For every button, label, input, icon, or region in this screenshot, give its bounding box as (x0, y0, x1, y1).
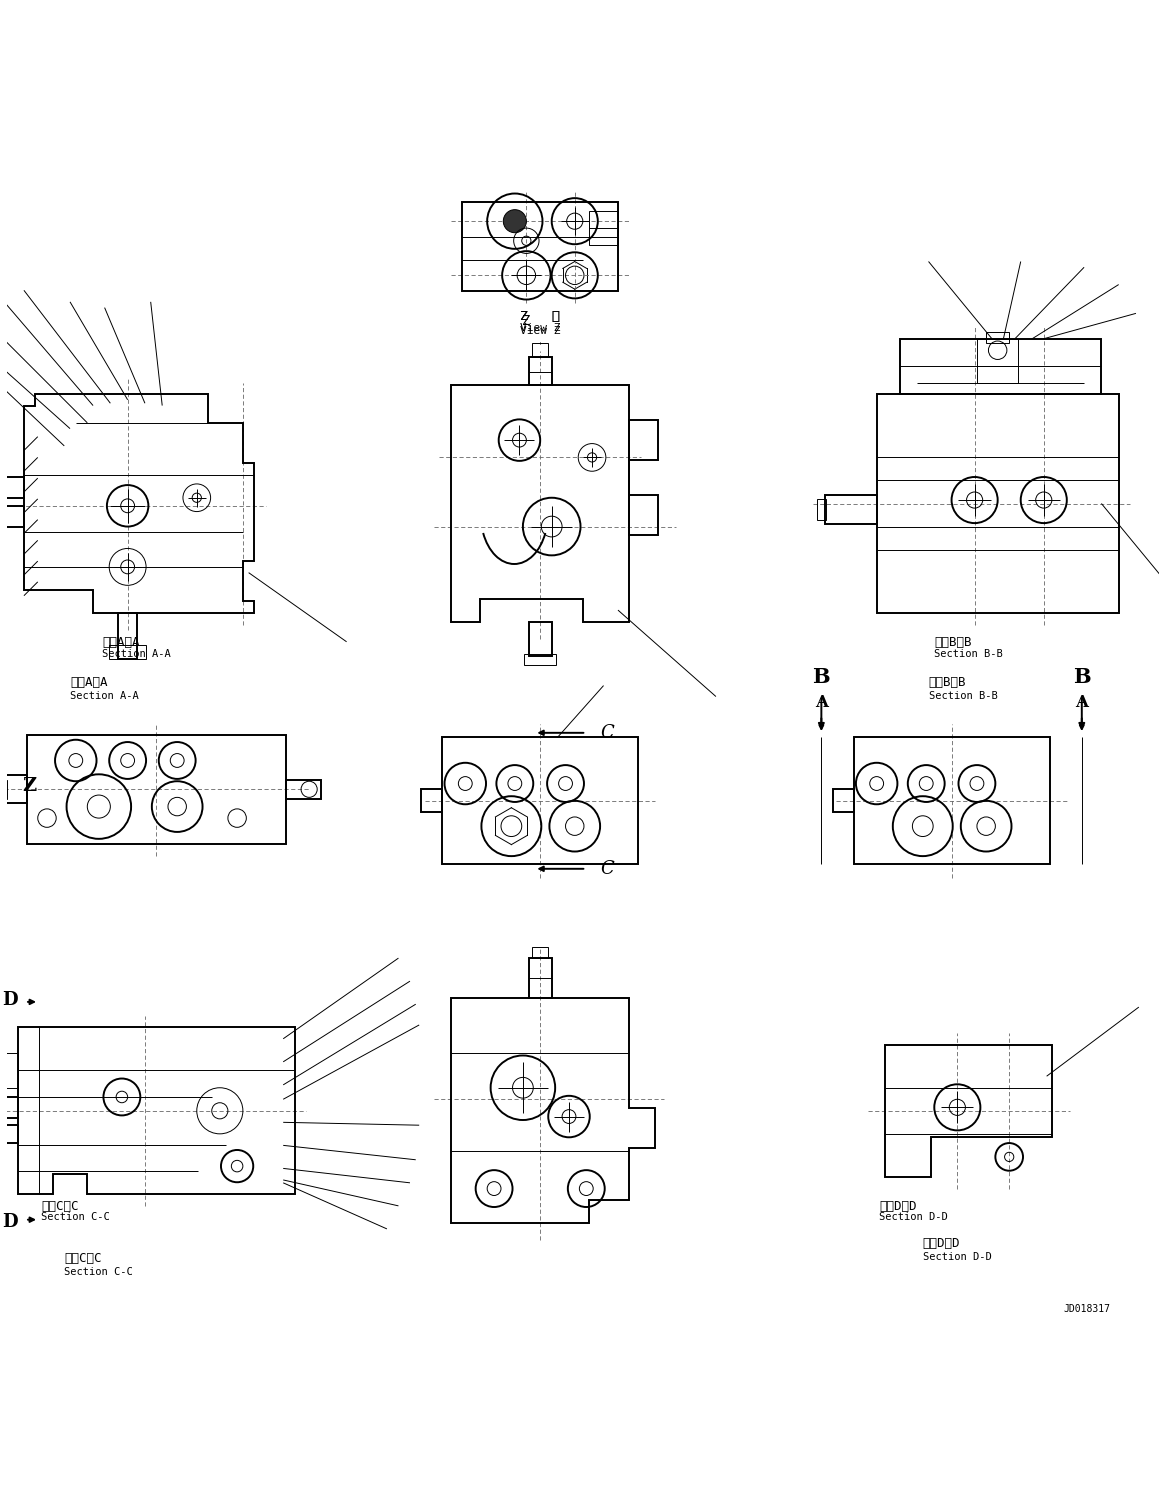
Bar (109, 646, 146, 659)
Text: View Z: View Z (520, 322, 561, 332)
Bar (825, 495, 876, 525)
Bar (529, 356, 552, 385)
Text: Section C-C: Section C-C (64, 1267, 133, 1276)
Text: JD018317: JD018317 (1064, 1305, 1110, 1315)
Text: View Z: View Z (520, 327, 561, 335)
Text: B: B (812, 666, 830, 687)
Circle shape (503, 210, 526, 233)
Bar (524, 655, 556, 665)
Text: C: C (600, 860, 614, 878)
Bar (876, 394, 1118, 613)
Text: 断面D－D: 断面D－D (923, 1238, 961, 1249)
Bar (529, 959, 552, 999)
Bar (286, 780, 321, 799)
Text: Z   視: Z 視 (520, 310, 560, 324)
Bar (27, 735, 286, 844)
Bar (817, 499, 826, 520)
Text: Section A-A: Section A-A (70, 692, 139, 701)
Bar (899, 338, 1101, 394)
Text: A: A (1076, 693, 1088, 711)
Text: 断面A－A: 断面A－A (70, 677, 108, 689)
Bar (0, 1097, 19, 1118)
Text: Z: Z (22, 777, 37, 795)
Text: Section D-D: Section D-D (879, 1212, 948, 1223)
Bar (854, 738, 1050, 865)
Text: D: D (2, 1214, 19, 1232)
Bar (532, 947, 548, 959)
Text: A: A (815, 693, 828, 711)
Bar (118, 613, 137, 659)
Bar (6, 775, 27, 804)
Bar (986, 332, 1009, 343)
Bar (0, 780, 7, 799)
Bar (0, 505, 24, 526)
Text: Section B-B: Section B-B (934, 649, 1003, 659)
Text: 断面A－A: 断面A－A (102, 637, 140, 649)
Bar (422, 789, 443, 813)
Bar (0, 1124, 19, 1144)
Text: D: D (2, 990, 19, 1008)
Bar (529, 622, 552, 656)
Bar (532, 343, 548, 356)
Bar (0, 1053, 19, 1088)
Bar (833, 789, 854, 813)
Bar (462, 201, 618, 291)
Bar (977, 338, 1019, 383)
Text: Z: Z (523, 313, 531, 328)
Bar (589, 210, 618, 246)
Text: Z   視: Z 視 (520, 310, 560, 324)
Text: Section C-C: Section C-C (42, 1212, 110, 1223)
Text: 断面C－C: 断面C－C (42, 1200, 79, 1212)
Bar (0, 477, 24, 498)
Bar (443, 738, 639, 865)
Text: C: C (600, 723, 614, 743)
Text: B: B (1073, 666, 1091, 687)
Text: 断面D－D: 断面D－D (879, 1200, 917, 1212)
Text: 断面B－B: 断面B－B (934, 637, 971, 649)
Text: Section B-B: Section B-B (928, 692, 997, 701)
Text: 断面C－C: 断面C－C (64, 1252, 102, 1264)
Text: 断面B－B: 断面B－B (928, 677, 967, 689)
Text: Section D-D: Section D-D (923, 1252, 991, 1261)
Text: Section A-A: Section A-A (102, 649, 172, 659)
